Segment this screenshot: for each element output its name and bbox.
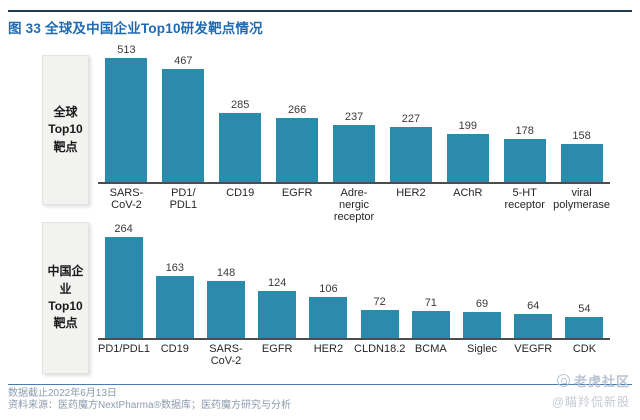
bar-slot: 69: [456, 299, 507, 338]
data-cutoff-note: 数据截止2022年6月13日: [8, 388, 117, 399]
bar-value-label: 69: [475, 298, 489, 310]
bar-slot: 266: [269, 105, 326, 182]
bar-value-label: 148: [216, 267, 236, 279]
global-chart-side-panel: 全球 Top10 靶点: [42, 55, 89, 205]
bar-slot: 285: [212, 100, 269, 182]
bar-value-label: 64: [527, 300, 540, 312]
axis-tick-label: viral polymerase: [553, 187, 610, 212]
axis-tick-label: AChR: [453, 187, 483, 199]
bar: [463, 312, 502, 338]
bar-slot: 71: [405, 298, 456, 338]
axis-tick-label: CLDN18.2: [354, 343, 406, 355]
bar-value-label: 72: [373, 296, 386, 308]
bar-slot: 467: [155, 56, 212, 182]
bar-slot: 124: [252, 278, 303, 338]
bar-value-label: 285: [231, 99, 250, 111]
bar-value-label: 467: [174, 55, 193, 67]
bar-slot: 158: [553, 131, 610, 182]
bar-value-label: 71: [424, 297, 437, 309]
bar: [155, 276, 194, 338]
bar-value-label: 158: [572, 130, 591, 142]
bar: [446, 134, 489, 182]
bar: [503, 139, 546, 182]
global-axis-labels-row: SARS- CoV-2 PD1/ PDL1 CD19 EGFR Adre- nergic…: [98, 182, 610, 224]
bar: [219, 113, 262, 182]
bar-slot: 106: [303, 284, 354, 338]
bar-value-label: 124: [268, 277, 287, 289]
bar-value-label: 199: [458, 120, 477, 132]
china-bars-row: 264 163 148 124 106 72 71 69 64 54: [98, 221, 610, 338]
axis-tick-label: Siglec: [467, 343, 497, 355]
bar-slot: 163: [149, 263, 200, 338]
bar: [276, 118, 319, 182]
bar-slot: 178: [496, 126, 553, 182]
bar: [514, 314, 553, 338]
figure-title: 图 33 全球及中国企业Top10研发靶点情况: [8, 21, 263, 36]
axis-tick-label: CD19: [160, 343, 189, 355]
axis-tick-label: PD1/ PDL1: [169, 187, 198, 212]
axis-tick-label: HER2: [313, 343, 344, 355]
bar-slot: 72: [354, 297, 405, 338]
bar: [258, 291, 297, 338]
bar-value-label: 513: [117, 44, 136, 56]
bar-slot: 227: [382, 114, 439, 182]
bar: [560, 144, 603, 182]
bar-slot: 54: [559, 304, 610, 338]
axis-tick-label: Adre- nergic receptor: [333, 187, 375, 224]
data-source-note: 资料来源：医药魔方NextPharma®数据库；医药魔方研究与分析: [8, 400, 291, 411]
axis-tick-label: CD19: [226, 187, 255, 199]
china-top10-bar-chart: 264 163 148 124 106 72 71 69 64 54 PD1/PDL1 CD19 SA…: [98, 221, 610, 368]
axis-tick-label: 5-HT receptor: [504, 187, 545, 212]
axis-tick-label: CDK: [572, 343, 597, 355]
axis-tick-label: HER2: [396, 187, 426, 199]
axis-tick-label: VEGFR: [514, 343, 553, 355]
footer-divider: [8, 384, 632, 385]
axis-tick-label: PD1/PDL1: [98, 343, 150, 355]
tiger-logo-icon: [556, 374, 570, 387]
community-name: 老虎社区: [573, 374, 630, 389]
bar-value-label: 106: [319, 283, 338, 295]
bar-value-label: 163: [165, 262, 184, 274]
bar: [389, 127, 432, 182]
bar: [333, 125, 375, 182]
bar-slot: 237: [326, 112, 383, 182]
bar-value-label: 54: [578, 303, 591, 315]
bar: [105, 58, 148, 182]
china-chart-side-panel: 中国企业 Top10 靶点: [42, 222, 89, 374]
bar-value-label: 178: [515, 125, 534, 137]
bar-slot: 513: [98, 45, 155, 182]
axis-tick-label: SARS- CoV-2: [209, 343, 243, 368]
axis-tick-label: SARS- CoV-2: [109, 187, 144, 212]
global-top10-bar-chart: 513 467 285 266 237 227 199 178 158 SARS- CoV-2 P…: [98, 38, 610, 224]
axis-tick-label: BCMA: [414, 343, 447, 355]
bar: [104, 237, 143, 338]
bar-slot: 148: [200, 268, 251, 338]
china-side-label: 中国企业 Top10 靶点: [47, 264, 84, 331]
china-axis-labels-row: PD1/PDL1 CD19 SARS- CoV-2 EGFR HER2 CLDN18.2 B…: [98, 338, 610, 368]
axis-tick-label: EGFR: [281, 187, 313, 199]
bar: [360, 310, 399, 338]
top-divider: [8, 10, 632, 12]
tiger-community-watermark: 老虎社区: [556, 371, 630, 390]
global-bars-row: 513 467 285 266 237 227 199 178 158: [98, 38, 610, 182]
bar-value-label: 237: [344, 111, 364, 123]
bar: [162, 69, 205, 182]
bar: [565, 317, 604, 338]
bar-value-label: 227: [401, 113, 421, 125]
bar: [207, 281, 245, 338]
account-watermark: @瞄羚侃新股: [551, 395, 630, 409]
bar-slot: 64: [508, 301, 559, 338]
global-side-label: 全球 Top10 靶点: [48, 104, 83, 154]
bar-value-label: 266: [287, 104, 307, 116]
axis-tick-label: EGFR: [261, 343, 293, 355]
bar: [411, 311, 450, 338]
bar-slot: 199: [439, 121, 496, 182]
bar-slot: 264: [98, 224, 149, 338]
bar-value-label: 264: [114, 223, 133, 235]
bar: [309, 297, 348, 338]
